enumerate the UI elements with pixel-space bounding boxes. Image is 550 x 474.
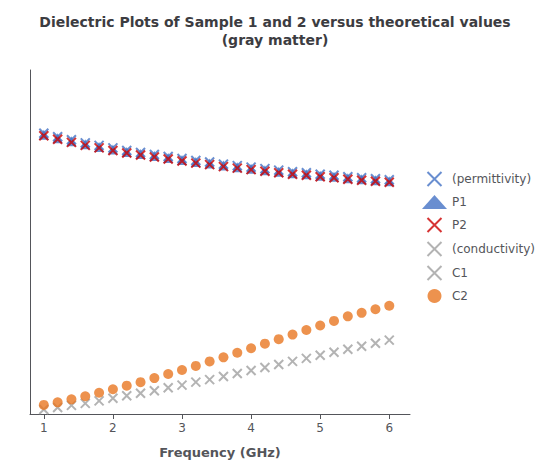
svg-text:(conductivity): (conductivity)	[452, 242, 535, 256]
svg-text:P1: P1	[452, 195, 467, 209]
svg-text:2: 2	[109, 421, 117, 435]
svg-text:Frequency (GHz): Frequency (GHz)	[159, 445, 281, 460]
svg-text:C2: C2	[452, 289, 468, 303]
svg-text:C1: C1	[452, 266, 468, 280]
svg-text:4: 4	[247, 421, 255, 435]
svg-text:(permittivity): (permittivity)	[452, 172, 531, 186]
svg-text:1: 1	[40, 421, 48, 435]
svg-text:5: 5	[316, 421, 324, 435]
svg-text:P2: P2	[452, 218, 467, 232]
svg-text:6: 6	[385, 421, 393, 435]
svg-text:Dielectric Plots of Sample 1 a: Dielectric Plots of Sample 1 and 2 versu…	[39, 14, 510, 30]
svg-text:3: 3	[178, 421, 186, 435]
svg-text:(gray matter): (gray matter)	[222, 32, 329, 48]
